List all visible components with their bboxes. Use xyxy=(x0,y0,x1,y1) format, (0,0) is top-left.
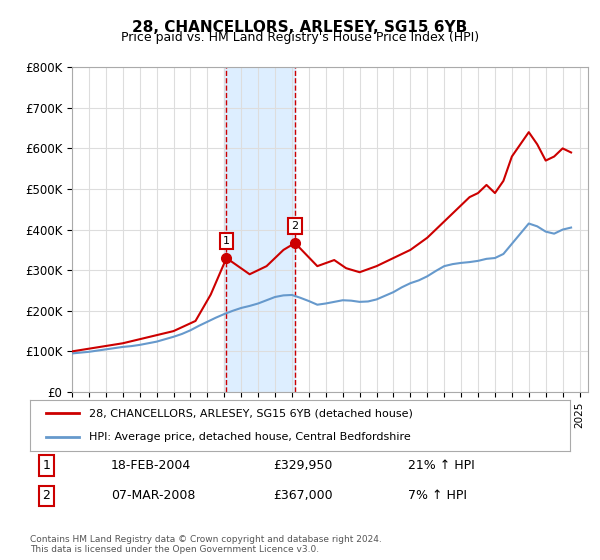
Text: 2: 2 xyxy=(42,489,50,502)
Text: £367,000: £367,000 xyxy=(273,489,332,502)
Text: 21% ↑ HPI: 21% ↑ HPI xyxy=(408,459,475,472)
Text: 2: 2 xyxy=(292,221,299,231)
Text: 1: 1 xyxy=(223,236,230,246)
Text: 28, CHANCELLORS, ARLESEY, SG15 6YB (detached house): 28, CHANCELLORS, ARLESEY, SG15 6YB (deta… xyxy=(89,408,413,418)
Text: 1: 1 xyxy=(42,459,50,472)
Text: Price paid vs. HM Land Registry's House Price Index (HPI): Price paid vs. HM Land Registry's House … xyxy=(121,31,479,44)
Text: HPI: Average price, detached house, Central Bedfordshire: HPI: Average price, detached house, Cent… xyxy=(89,432,411,442)
Text: 18-FEB-2004: 18-FEB-2004 xyxy=(111,459,191,472)
Bar xyxy=(224,67,295,392)
Text: £329,950: £329,950 xyxy=(273,459,332,472)
Text: 7% ↑ HPI: 7% ↑ HPI xyxy=(408,489,467,502)
Text: 07-MAR-2008: 07-MAR-2008 xyxy=(111,489,196,502)
Text: Contains HM Land Registry data © Crown copyright and database right 2024.
This d: Contains HM Land Registry data © Crown c… xyxy=(30,535,382,554)
Text: 28, CHANCELLORS, ARLESEY, SG15 6YB: 28, CHANCELLORS, ARLESEY, SG15 6YB xyxy=(133,20,467,35)
